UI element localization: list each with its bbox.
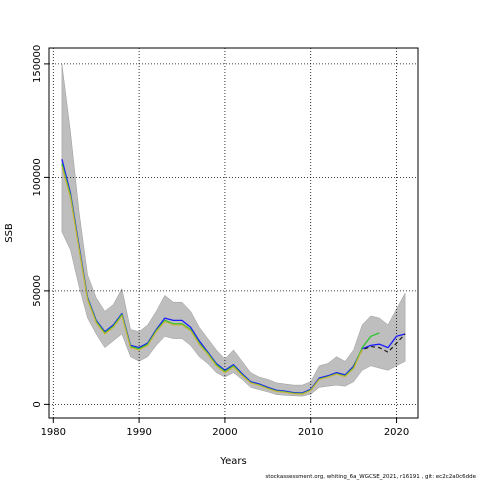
x-tick-label: 1980 bbox=[41, 427, 66, 438]
footer-note: stockassessment.org, whiting_6a_WGCSE_20… bbox=[265, 474, 476, 480]
confidence-band bbox=[61, 63, 406, 397]
confidence-band-layer bbox=[61, 63, 406, 397]
x-tick-label: 2000 bbox=[212, 427, 237, 438]
series-layer bbox=[61, 159, 406, 395]
plot-frame bbox=[48, 47, 419, 419]
plot-area bbox=[49, 48, 418, 418]
y-tick-label: 0 bbox=[32, 401, 43, 407]
y-tick-label: 50000 bbox=[32, 275, 43, 307]
series-line-1 bbox=[61, 159, 406, 394]
x-axis: 1980 1990 2000 2010 2020 bbox=[41, 418, 409, 438]
y-axis-label: SSB bbox=[4, 223, 15, 243]
y-tick-label: 150000 bbox=[32, 45, 43, 83]
x-tick-label: 2010 bbox=[298, 427, 323, 438]
x-axis-label: Years bbox=[219, 456, 246, 467]
series-line-2 bbox=[353, 333, 406, 367]
x-tick-label: 2020 bbox=[384, 427, 409, 438]
y-axis: 0 50000 100000 150000 bbox=[32, 45, 49, 408]
series-line-4 bbox=[61, 165, 363, 395]
x-tick-label: 1990 bbox=[126, 427, 151, 438]
y-tick-label: 100000 bbox=[32, 158, 43, 196]
